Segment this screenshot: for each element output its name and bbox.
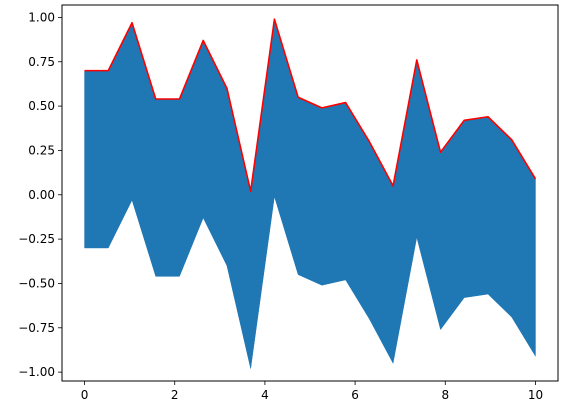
y-tick-label: 0.75 bbox=[28, 55, 55, 69]
y-tick-label: 1.00 bbox=[28, 10, 55, 24]
x-tick-label: 6 bbox=[351, 388, 359, 402]
y-tick-label: −0.75 bbox=[18, 321, 55, 335]
x-tick-label: 8 bbox=[441, 388, 449, 402]
x-tick-label: 4 bbox=[261, 388, 269, 402]
upper-boundary-line bbox=[84, 18, 537, 193]
x-tick-label: 0 bbox=[81, 388, 89, 402]
y-tick-label: −1.00 bbox=[18, 365, 55, 379]
plot-frame bbox=[61, 4, 559, 382]
y-tick-label: −0.25 bbox=[18, 232, 55, 246]
x-tick-label: 10 bbox=[528, 388, 543, 402]
y-tick-label: 0.50 bbox=[28, 99, 55, 113]
x-axis: 0 2 4 6 8 10 bbox=[81, 381, 543, 402]
x-tick-label: 2 bbox=[171, 388, 179, 402]
y-tick-label: −0.50 bbox=[18, 276, 55, 290]
y-tick-label: 0.00 bbox=[28, 188, 55, 202]
y-axis: 1.00 0.75 0.50 0.25 0.00 −0.25 −0.50 −0.75 −1.00 bbox=[18, 10, 62, 379]
line-layer bbox=[84, 18, 537, 193]
y-tick-label: 0.25 bbox=[28, 143, 55, 157]
